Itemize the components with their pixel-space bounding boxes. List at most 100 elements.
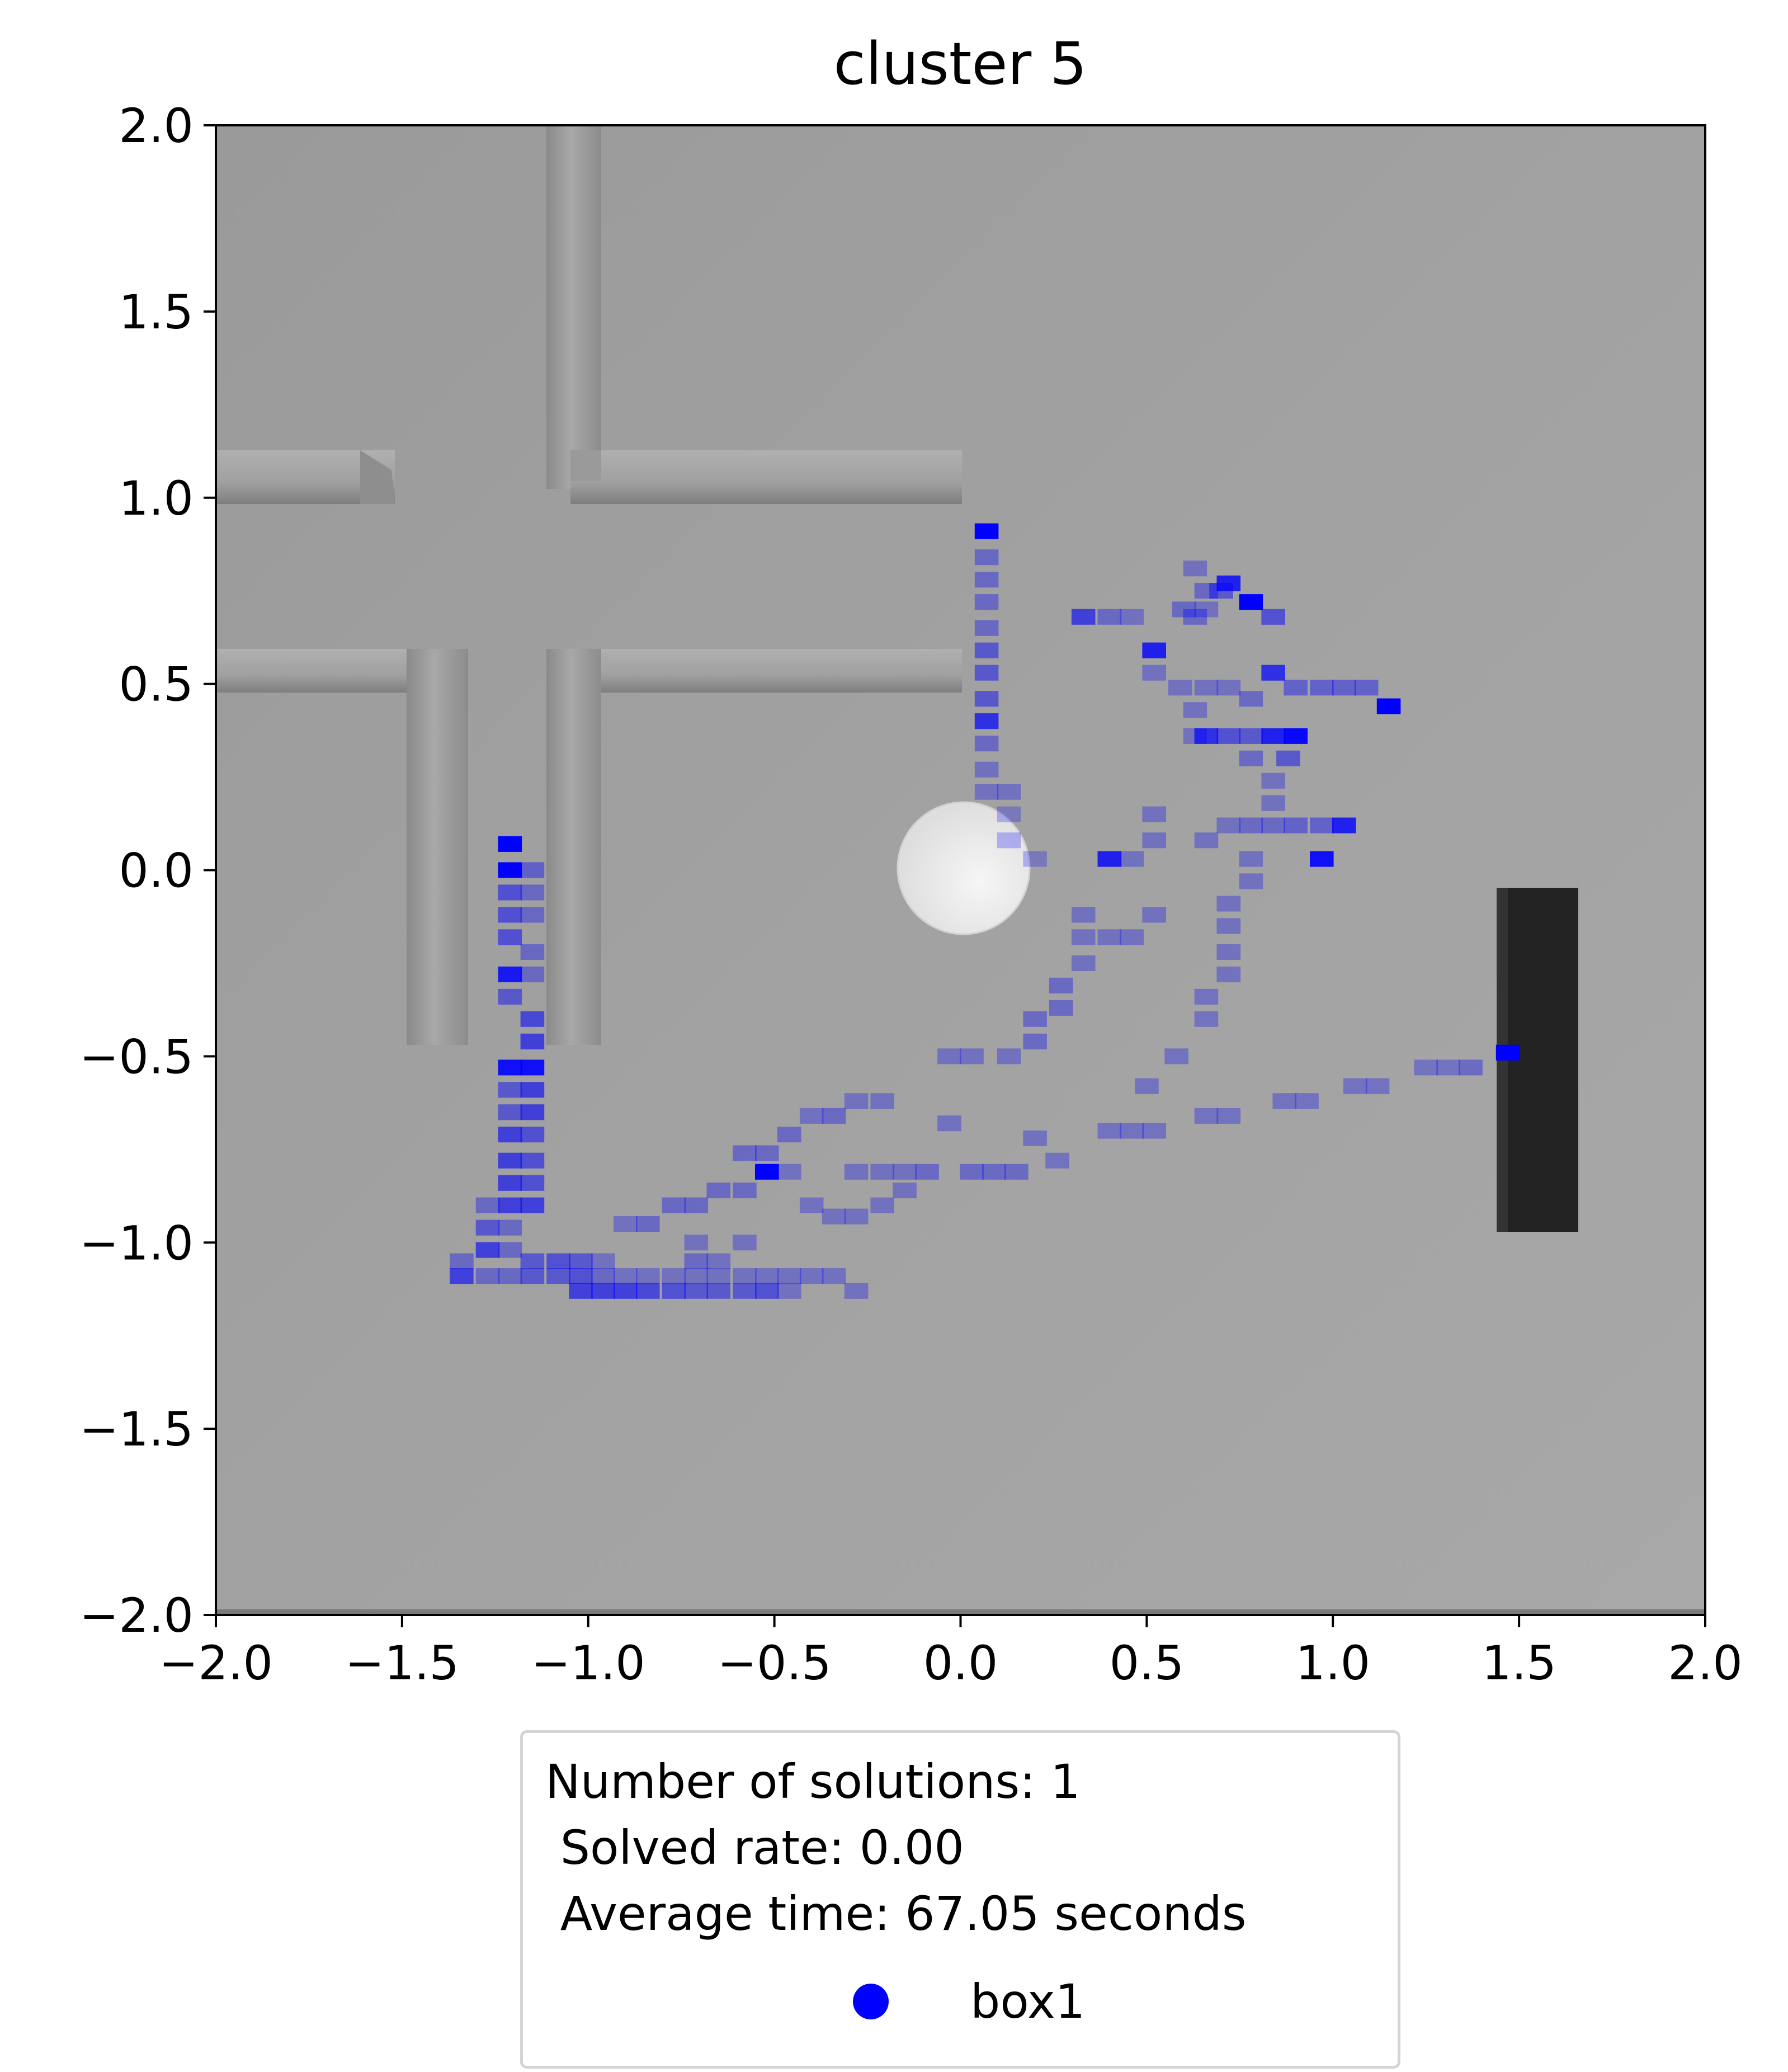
heatmap-cell bbox=[1142, 1123, 1166, 1139]
legend-marker-icon bbox=[853, 1984, 889, 2019]
heatmap-cell bbox=[1261, 795, 1285, 811]
heatmap-cell bbox=[733, 1283, 757, 1299]
heatmap-cell bbox=[1310, 851, 1334, 867]
heatmap-cell bbox=[960, 1164, 984, 1180]
heatmap-cell bbox=[1261, 609, 1285, 625]
heatmap-cell bbox=[614, 1216, 638, 1232]
heatmap-cell bbox=[498, 1059, 522, 1076]
legend: Number of solutions: 1 Solved rate: 0.00… bbox=[520, 1730, 1400, 2069]
heatmap-cell bbox=[1239, 594, 1263, 610]
heatmap-cell bbox=[450, 1253, 474, 1269]
heatmap-cell bbox=[591, 1253, 615, 1269]
heatmap-cell bbox=[733, 1235, 757, 1251]
heatmap-cell bbox=[475, 1197, 500, 1213]
y-tick-label: −1.5 bbox=[79, 1402, 194, 1457]
heatmap-cell bbox=[1120, 851, 1144, 867]
wall-top-right-cap bbox=[570, 450, 601, 481]
x-tick-label: −0.5 bbox=[718, 1636, 832, 1690]
heatmap-cell bbox=[498, 862, 522, 878]
heatmap-cell bbox=[498, 1152, 522, 1169]
heatmap-cell bbox=[1194, 680, 1219, 696]
heatmap-cell bbox=[706, 1253, 731, 1269]
heatmap-cell bbox=[569, 1283, 593, 1299]
wall-vertical-right bbox=[546, 649, 601, 1045]
heatmap-cell bbox=[1120, 1123, 1144, 1139]
heatmap-cell bbox=[974, 549, 999, 566]
heatmap-cell bbox=[1194, 728, 1219, 744]
x-tick-label: 0.5 bbox=[1110, 1636, 1185, 1690]
heatmap-cell bbox=[1194, 988, 1219, 1005]
heatmap-cells bbox=[450, 523, 1520, 1299]
heatmap-cell bbox=[1310, 680, 1334, 696]
heatmap-cell bbox=[546, 1253, 570, 1269]
y-tick-label: 1.5 bbox=[119, 285, 194, 340]
heatmap-cell bbox=[706, 1183, 731, 1199]
heatmap-cell bbox=[591, 1283, 615, 1299]
heatmap-cell bbox=[1414, 1059, 1438, 1076]
heatmap-cell bbox=[974, 713, 999, 729]
heatmap-cell bbox=[893, 1164, 917, 1180]
heatmap-cell bbox=[974, 642, 999, 658]
heatmap-cell bbox=[520, 1268, 545, 1284]
heatmap-cell bbox=[844, 1093, 869, 1109]
heatmap-cell bbox=[1120, 609, 1144, 625]
heatmap-cell bbox=[1239, 750, 1263, 766]
y-tick-label: −0.5 bbox=[79, 1029, 194, 1084]
heatmap-cell bbox=[1023, 1011, 1047, 1027]
heatmap-cell bbox=[1049, 1000, 1073, 1016]
heatmap-cell bbox=[706, 1283, 731, 1299]
heatmap-cell bbox=[974, 784, 999, 800]
heatmap-cell bbox=[498, 929, 522, 945]
heatmap-cell bbox=[614, 1268, 638, 1284]
heatmap-cell bbox=[755, 1283, 779, 1299]
heatmap-cell bbox=[1097, 1123, 1122, 1139]
heatmap-cell bbox=[498, 1219, 522, 1236]
heatmap-cell bbox=[997, 806, 1021, 822]
heatmap-cell bbox=[1097, 851, 1122, 867]
x-tick-label: −1.5 bbox=[345, 1636, 459, 1690]
heatmap-cell bbox=[475, 1242, 500, 1258]
heatmap-cell bbox=[1120, 929, 1144, 945]
heatmap-cell bbox=[520, 1253, 545, 1269]
heatmap-cell bbox=[1343, 1078, 1367, 1094]
heatmap-cell bbox=[498, 1268, 522, 1284]
heatmap-cell bbox=[974, 665, 999, 681]
x-tick-label: 1.5 bbox=[1482, 1636, 1556, 1690]
heatmap-cell bbox=[1194, 1011, 1219, 1027]
heatmap-cell bbox=[1495, 1044, 1520, 1061]
heatmap-cell bbox=[844, 1164, 869, 1180]
heatmap-cell bbox=[1071, 907, 1096, 923]
x-tick-label: 1.0 bbox=[1295, 1636, 1370, 1690]
heatmap-cell bbox=[684, 1197, 709, 1213]
heatmap-cell bbox=[498, 1082, 522, 1098]
heatmap-cell bbox=[1216, 575, 1241, 591]
heatmap-cell bbox=[684, 1268, 709, 1284]
heatmap-cell bbox=[1004, 1164, 1029, 1180]
heatmap-cell bbox=[520, 1127, 545, 1143]
heatmap-cell bbox=[974, 691, 999, 707]
heatmap-cell bbox=[777, 1283, 801, 1299]
heatmap-cell bbox=[1365, 1078, 1390, 1094]
heatmap-cell bbox=[1097, 929, 1122, 945]
heatmap-cell bbox=[893, 1183, 917, 1199]
heatmap-cell bbox=[498, 1104, 522, 1120]
heatmap-cell bbox=[520, 1152, 545, 1169]
heatmap-cell bbox=[498, 907, 522, 923]
heatmap-cell bbox=[1332, 817, 1356, 833]
heatmap-cell bbox=[844, 1208, 869, 1225]
heatmap-cell bbox=[684, 1235, 709, 1251]
scene-walls bbox=[216, 125, 962, 1045]
heatmap-cell bbox=[1142, 806, 1166, 822]
scene-floor-bottom-edge bbox=[216, 1609, 1705, 1615]
heatmap-cell bbox=[1276, 750, 1300, 766]
heatmap-cell bbox=[498, 836, 522, 852]
heatmap-cell bbox=[1310, 817, 1334, 833]
heatmap-cell bbox=[498, 1127, 522, 1143]
heatmap-cell bbox=[520, 1033, 545, 1049]
heatmap-cell bbox=[755, 1145, 779, 1161]
heatmap-cell bbox=[591, 1268, 615, 1284]
heatmap-cell bbox=[1261, 665, 1285, 681]
heatmap-cell bbox=[1194, 601, 1219, 618]
y-tick-label: 2.0 bbox=[119, 98, 194, 153]
